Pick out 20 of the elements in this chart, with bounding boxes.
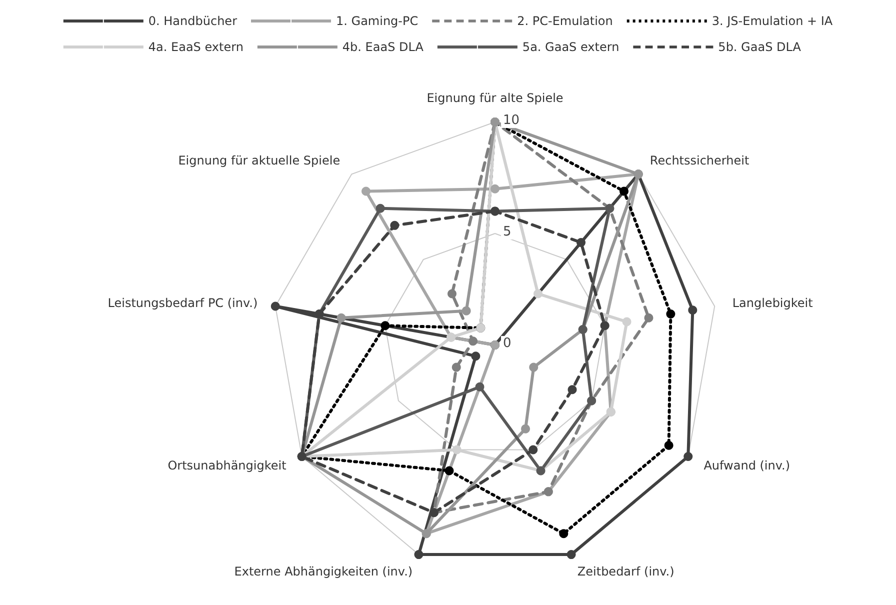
legend-label: 1. Gaming-PC [336, 14, 418, 28]
spoke-label: Eignung für alte Spiele [426, 91, 564, 105]
legend-label: 4a. EaaS extern [148, 40, 244, 54]
legend-label: 0. Handbücher [148, 14, 238, 28]
y-tick-label: 10 [503, 113, 520, 128]
spoke-label: Externe Abhängigkeiten (inv.) [234, 564, 413, 578]
spoke-label: Langlebigkeit [732, 296, 814, 310]
legend-label: 3. JS-Emulation + IA [712, 14, 834, 28]
legend-label: 4b. EaaS DLA [342, 40, 424, 54]
y-tick-label: 0 [503, 336, 512, 351]
legend-label: 5b. GaaS DLA [718, 40, 802, 54]
legend-label: 5a. GaaS extern [522, 40, 620, 54]
spoke-label: Aufwand (inv.) [704, 458, 790, 472]
y-tick-label: 5 [503, 224, 512, 240]
spoke-label: Leistungsbedarf PC (inv.) [108, 296, 258, 310]
spoke-label: Rechtssicherheit [650, 153, 750, 168]
spoke-label: Ortsunabhängigkeit [168, 458, 287, 472]
spoke-label: Eignung für aktuelle Spiele [178, 153, 340, 168]
legend-label: 2. PC-Emulation [517, 14, 613, 28]
spoke-label: Zeitbedarf (inv.) [577, 564, 674, 578]
